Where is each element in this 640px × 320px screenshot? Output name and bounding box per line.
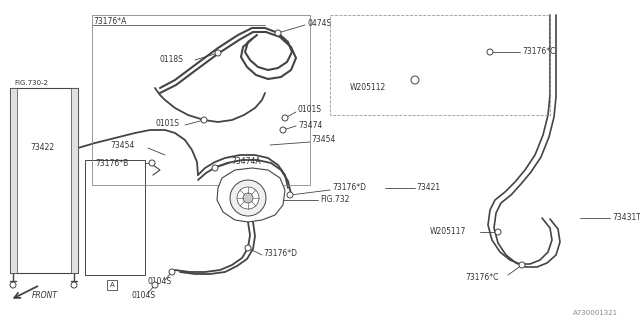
Bar [107,280,117,290]
Circle shape [280,127,286,133]
Text: 73176*C: 73176*C [522,46,556,55]
Bar [10,88,78,273]
Text: A: A [109,282,115,288]
Text: 0474S: 0474S [307,20,332,28]
Circle shape [243,193,253,203]
Circle shape [230,180,266,216]
Circle shape [519,262,525,268]
Circle shape [215,50,221,56]
Polygon shape [217,168,285,222]
Bar [330,15,550,115]
Text: 73176*B: 73176*B [95,158,128,167]
Text: 73422: 73422 [30,143,54,153]
Circle shape [487,49,493,55]
Text: 0101S: 0101S [298,106,322,115]
Text: 0104S: 0104S [148,277,172,286]
Bar [92,15,310,185]
Text: 73474A: 73474A [231,157,260,166]
Text: FIG.732: FIG.732 [320,196,349,204]
Text: 73454: 73454 [110,140,134,149]
Circle shape [149,160,155,166]
Circle shape [212,165,218,171]
Circle shape [411,76,419,84]
Bar [71,88,78,273]
Text: 73176*D: 73176*D [332,183,366,193]
Text: 73176*C: 73176*C [465,274,499,283]
Circle shape [495,229,501,235]
Text: 73454: 73454 [311,135,335,145]
Bar [10,88,17,273]
Circle shape [10,282,16,288]
Text: 0118S: 0118S [160,55,184,65]
Circle shape [169,269,175,275]
Text: 73176*A: 73176*A [93,18,126,27]
Circle shape [152,282,158,288]
Circle shape [237,187,259,209]
Text: 73431T: 73431T [612,212,640,221]
Circle shape [245,245,251,251]
Circle shape [275,30,281,36]
Text: 73421: 73421 [416,182,440,191]
Text: W205112: W205112 [350,84,387,92]
Text: W205117: W205117 [430,227,467,236]
Text: 0101S: 0101S [155,119,179,129]
Text: 73474: 73474 [298,121,323,130]
Circle shape [287,192,293,198]
Circle shape [201,117,207,123]
Circle shape [71,282,77,288]
Circle shape [282,115,288,121]
Text: 0104S: 0104S [132,292,156,300]
Text: FIG.730-2: FIG.730-2 [14,80,48,86]
Text: A730001321: A730001321 [573,310,618,316]
Text: FRONT: FRONT [32,291,58,300]
Text: 73176*D: 73176*D [263,250,297,259]
Bar [85,160,145,275]
